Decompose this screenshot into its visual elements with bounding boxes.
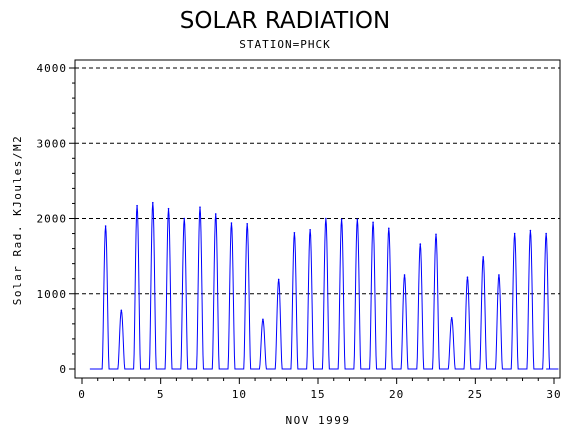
daily-peak-point (214, 213, 217, 215)
daily-peak-point (403, 274, 406, 276)
axes: 0 1000 2000 3000 4000 0 5 10 15 20 25 30 (37, 59, 561, 401)
x-axis-label: NOV 1999 (286, 414, 351, 427)
daily-peak-point (372, 221, 374, 224)
daily-peak-point (545, 232, 547, 235)
daily-peak-point (340, 218, 343, 221)
x-tick-label: 20 (389, 388, 404, 401)
daily-peak-point (325, 217, 327, 220)
series-layer (89, 201, 559, 370)
x-tick-label: 10 (232, 388, 247, 401)
daily-peak-point (466, 276, 469, 278)
x-tick-label: 0 (78, 388, 86, 401)
daily-peak-point (167, 207, 170, 210)
daily-peak-point (104, 225, 107, 227)
x-tick-label: 15 (310, 388, 325, 401)
daily-peak-point (513, 232, 516, 235)
daily-peak-point (498, 274, 500, 276)
daily-peak-point (230, 222, 233, 224)
daily-peak-point (277, 278, 280, 281)
daily-peak-point (262, 318, 264, 321)
x-tick-label: 25 (468, 388, 483, 401)
chart-title: SOLAR RADIATION (180, 8, 390, 34)
chart-subtitle: STATION=PHCK (239, 38, 330, 51)
daily-peak-point (152, 201, 154, 204)
daily-peak-point (183, 217, 186, 220)
daily-peak-point (419, 243, 422, 245)
daily-peak-point (482, 256, 485, 258)
x-tick-label: 5 (157, 388, 165, 401)
daily-peak-point (120, 309, 123, 312)
daily-peak-point (293, 231, 296, 234)
daily-peak-point (199, 206, 201, 209)
daily-peak-point (435, 233, 437, 236)
daily-peak-point (356, 218, 359, 221)
x-tick-label: 30 (546, 388, 561, 401)
y-tick-label: 1000 (37, 288, 68, 301)
daily-peak-point (529, 229, 532, 232)
series-line-0 (89, 202, 559, 370)
y-axis-label: Solar Rad. KJoules/M2 (11, 135, 24, 306)
y-tick-label: 3000 (37, 137, 68, 150)
daily-peak-point (388, 227, 390, 230)
daily-peak-point (450, 317, 453, 319)
daily-peak-point (309, 228, 311, 231)
y-tick-label: 0 (59, 363, 67, 376)
grid-lines (75, 67, 560, 295)
daily-peak-point (246, 222, 248, 225)
y-tick-label: 2000 (37, 213, 68, 226)
y-tick-label: 4000 (37, 62, 68, 75)
daily-peak-point (136, 204, 138, 207)
